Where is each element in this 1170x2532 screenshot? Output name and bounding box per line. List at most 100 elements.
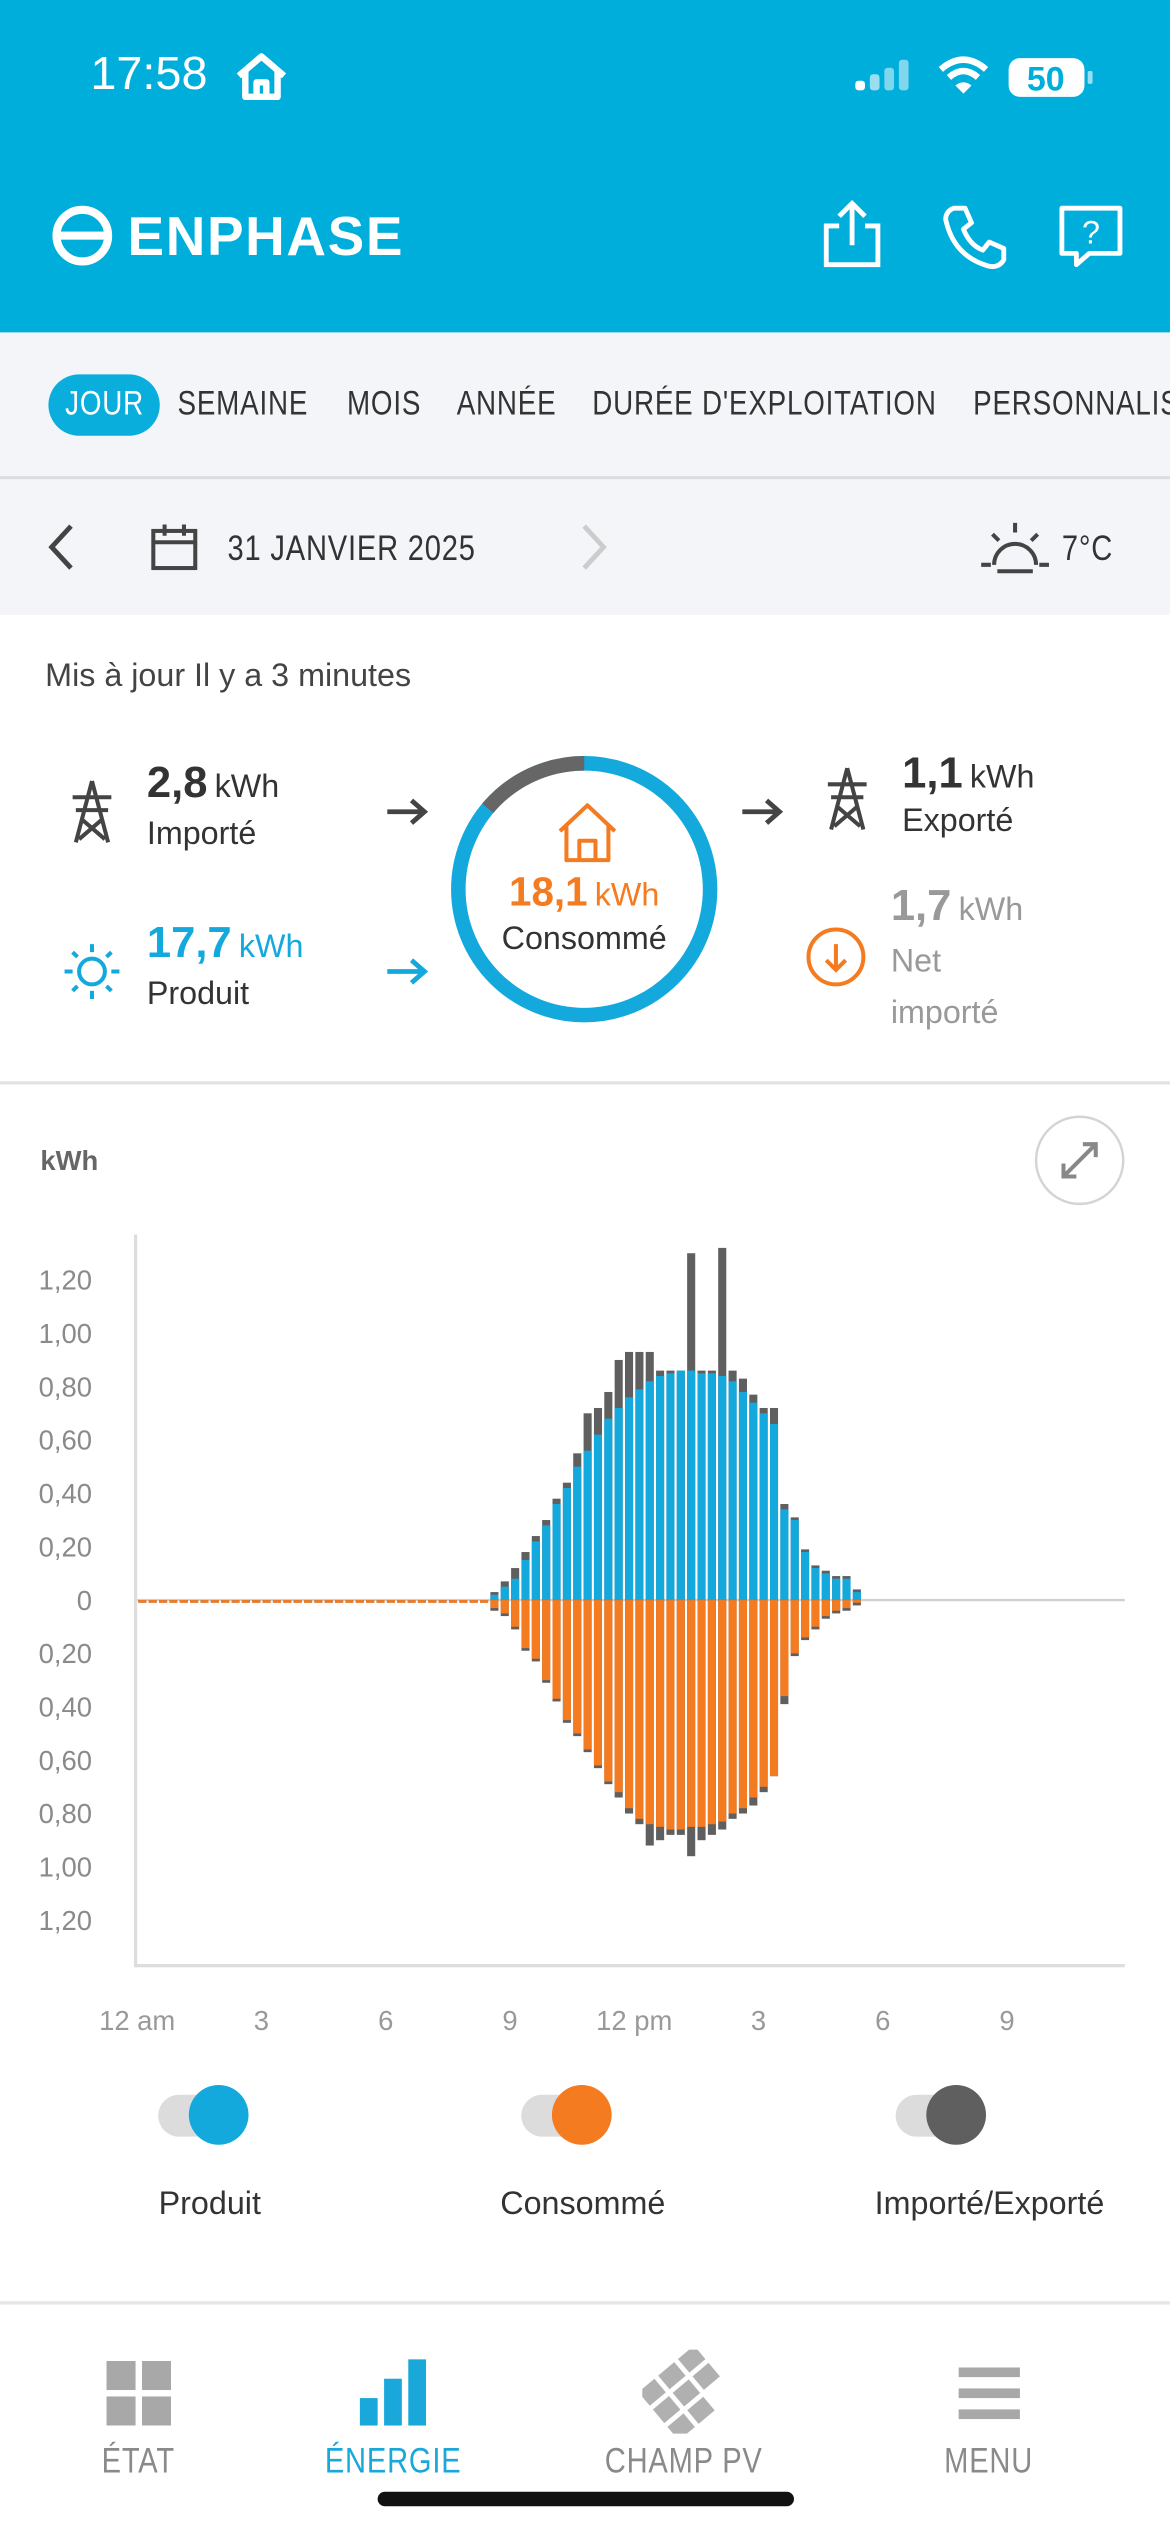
y-tick-label: 0,80 xyxy=(39,1371,92,1402)
x-tick-label: 9 xyxy=(999,2005,1014,2036)
unit: kWh xyxy=(214,769,280,806)
nav-icon[interactable] xyxy=(642,2349,726,2434)
bar xyxy=(759,1600,768,1787)
y-tick-label: 0,80 xyxy=(39,1798,92,1829)
tab[interactable]: DURÉE D'EXPLOITATION xyxy=(592,374,1012,435)
bar xyxy=(697,1373,706,1601)
chart: kWh 1,20 1,00 0,80 0,60 0,40 0,20 0 0,20 0,40 0,6… xyxy=(39,1115,1125,2036)
bar xyxy=(531,1600,540,1659)
tab[interactable]: SEMAINE xyxy=(178,374,337,435)
unit: kWh xyxy=(238,929,304,966)
bar xyxy=(573,1466,582,1601)
nav-item[interactable]: ÉTAT xyxy=(58,2440,219,2482)
bar xyxy=(542,1600,551,1681)
nav-label: MENU xyxy=(944,2440,1034,2481)
bar xyxy=(428,1600,437,1603)
y-tick-label: 1,20 xyxy=(39,1265,92,1296)
bar xyxy=(769,1423,779,1601)
next-day xyxy=(582,524,607,570)
bar xyxy=(593,1600,603,1766)
nav-item[interactable]: CHAMP PV xyxy=(571,2440,797,2482)
legend-label: Consommé xyxy=(500,2186,666,2223)
weather-icon xyxy=(981,522,1049,574)
bar xyxy=(542,1525,551,1601)
y-tick-label: 0,60 xyxy=(39,1745,92,1776)
signal-icon xyxy=(855,59,909,91)
bar xyxy=(500,1586,509,1601)
arrow xyxy=(742,798,784,825)
share-button[interactable] xyxy=(820,200,885,271)
bar xyxy=(521,1560,530,1601)
bar xyxy=(366,1600,375,1603)
help-button[interactable]: ? xyxy=(1057,203,1125,268)
bars xyxy=(138,1247,861,1857)
bar xyxy=(521,1600,530,1649)
nav-icon[interactable] xyxy=(106,2360,172,2426)
tab[interactable]: PERSONNALISÉ xyxy=(973,374,1170,435)
calendar-icon[interactable] xyxy=(150,523,198,571)
bar xyxy=(832,1600,841,1611)
bar xyxy=(614,1407,623,1601)
nav-item[interactable]: ÉNERGIE xyxy=(297,2440,491,2482)
bar xyxy=(645,1600,654,1825)
battery-level: 50 xyxy=(1027,60,1065,98)
y-axis-label: kWh xyxy=(40,1145,98,1176)
status-time: 17:58 xyxy=(90,48,208,101)
bar xyxy=(593,1434,603,1601)
bar xyxy=(407,1600,416,1603)
consumed-value: 18,1 kWh xyxy=(439,870,729,917)
bar xyxy=(707,1600,716,1825)
tab-label: SEMAINE xyxy=(177,385,309,423)
bar xyxy=(687,1600,696,1827)
nav-icon[interactable] xyxy=(958,2367,1024,2425)
bar xyxy=(314,1600,323,1603)
bar xyxy=(718,1600,727,1822)
bar xyxy=(749,1402,758,1601)
bar xyxy=(666,1373,675,1601)
temperature: 7°C xyxy=(1062,528,1125,570)
bar xyxy=(262,1600,271,1603)
divider xyxy=(0,1081,1170,1085)
nav-item[interactable]: MENU xyxy=(909,2440,1070,2482)
net-icon xyxy=(806,927,866,987)
logo-mark xyxy=(52,205,113,266)
bar xyxy=(190,1600,199,1603)
bar xyxy=(697,1600,706,1827)
bar xyxy=(469,1600,478,1603)
bar xyxy=(583,1600,592,1750)
bar xyxy=(852,1592,861,1601)
unit: kWh xyxy=(594,877,660,914)
bar xyxy=(749,1600,758,1798)
bar xyxy=(790,1520,799,1601)
tab-label: JOUR xyxy=(64,385,144,423)
bar xyxy=(656,1600,665,1827)
prev-day[interactable] xyxy=(45,523,77,571)
unit: kWh xyxy=(958,892,1024,928)
bar xyxy=(179,1600,188,1603)
arrow xyxy=(387,798,429,825)
bar xyxy=(335,1600,344,1603)
tab-label: PERSONNALISÉ xyxy=(973,385,1170,423)
bar xyxy=(500,1600,509,1614)
svg-text:?: ? xyxy=(1082,215,1100,251)
nav-icon[interactable] xyxy=(358,2356,429,2427)
bar xyxy=(480,1600,489,1603)
bar xyxy=(604,1418,613,1601)
tab[interactable]: ANNÉE xyxy=(457,374,579,435)
tab[interactable]: JOUR xyxy=(48,374,160,436)
tab-label: MOIS xyxy=(346,385,422,423)
expand-icon xyxy=(1061,1142,1098,1179)
bar xyxy=(842,1600,851,1609)
tab[interactable]: MOIS xyxy=(347,374,437,435)
bar xyxy=(448,1600,458,1603)
net-value: 1,7 kWh xyxy=(891,881,1023,931)
bar xyxy=(707,1373,716,1601)
date: 31 JANVIER 2025 xyxy=(228,528,531,570)
consumed-label: Consommé xyxy=(501,921,667,957)
tab-label: DURÉE D'EXPLOITATION xyxy=(592,385,937,423)
bar xyxy=(490,1594,499,1601)
bar xyxy=(355,1600,364,1603)
consumption-ring xyxy=(451,756,718,1023)
bar xyxy=(552,1504,561,1601)
phone-button[interactable] xyxy=(941,203,1009,271)
